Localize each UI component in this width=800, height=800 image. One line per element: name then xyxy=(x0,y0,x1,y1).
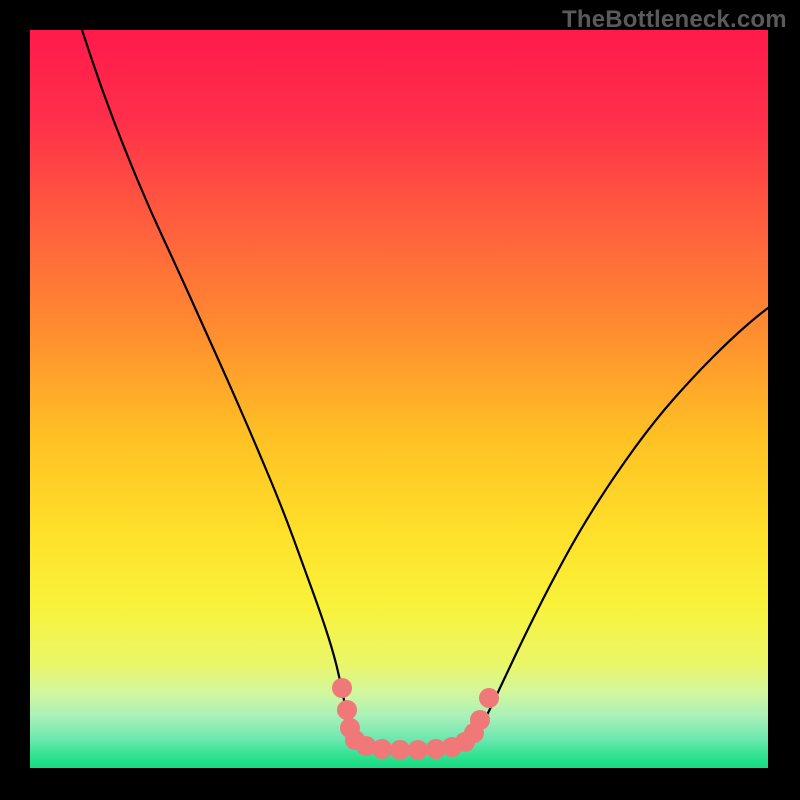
watermark-text: TheBottleneck.com xyxy=(562,6,787,34)
marker-point xyxy=(408,740,428,760)
chart-plot-area xyxy=(30,30,768,768)
marker-point xyxy=(372,739,392,759)
marker-point xyxy=(479,688,499,708)
marker-point xyxy=(332,678,352,698)
marker-point xyxy=(470,710,490,730)
marker-point xyxy=(390,740,410,760)
marker-point xyxy=(337,700,357,720)
marker-layer xyxy=(30,30,768,768)
